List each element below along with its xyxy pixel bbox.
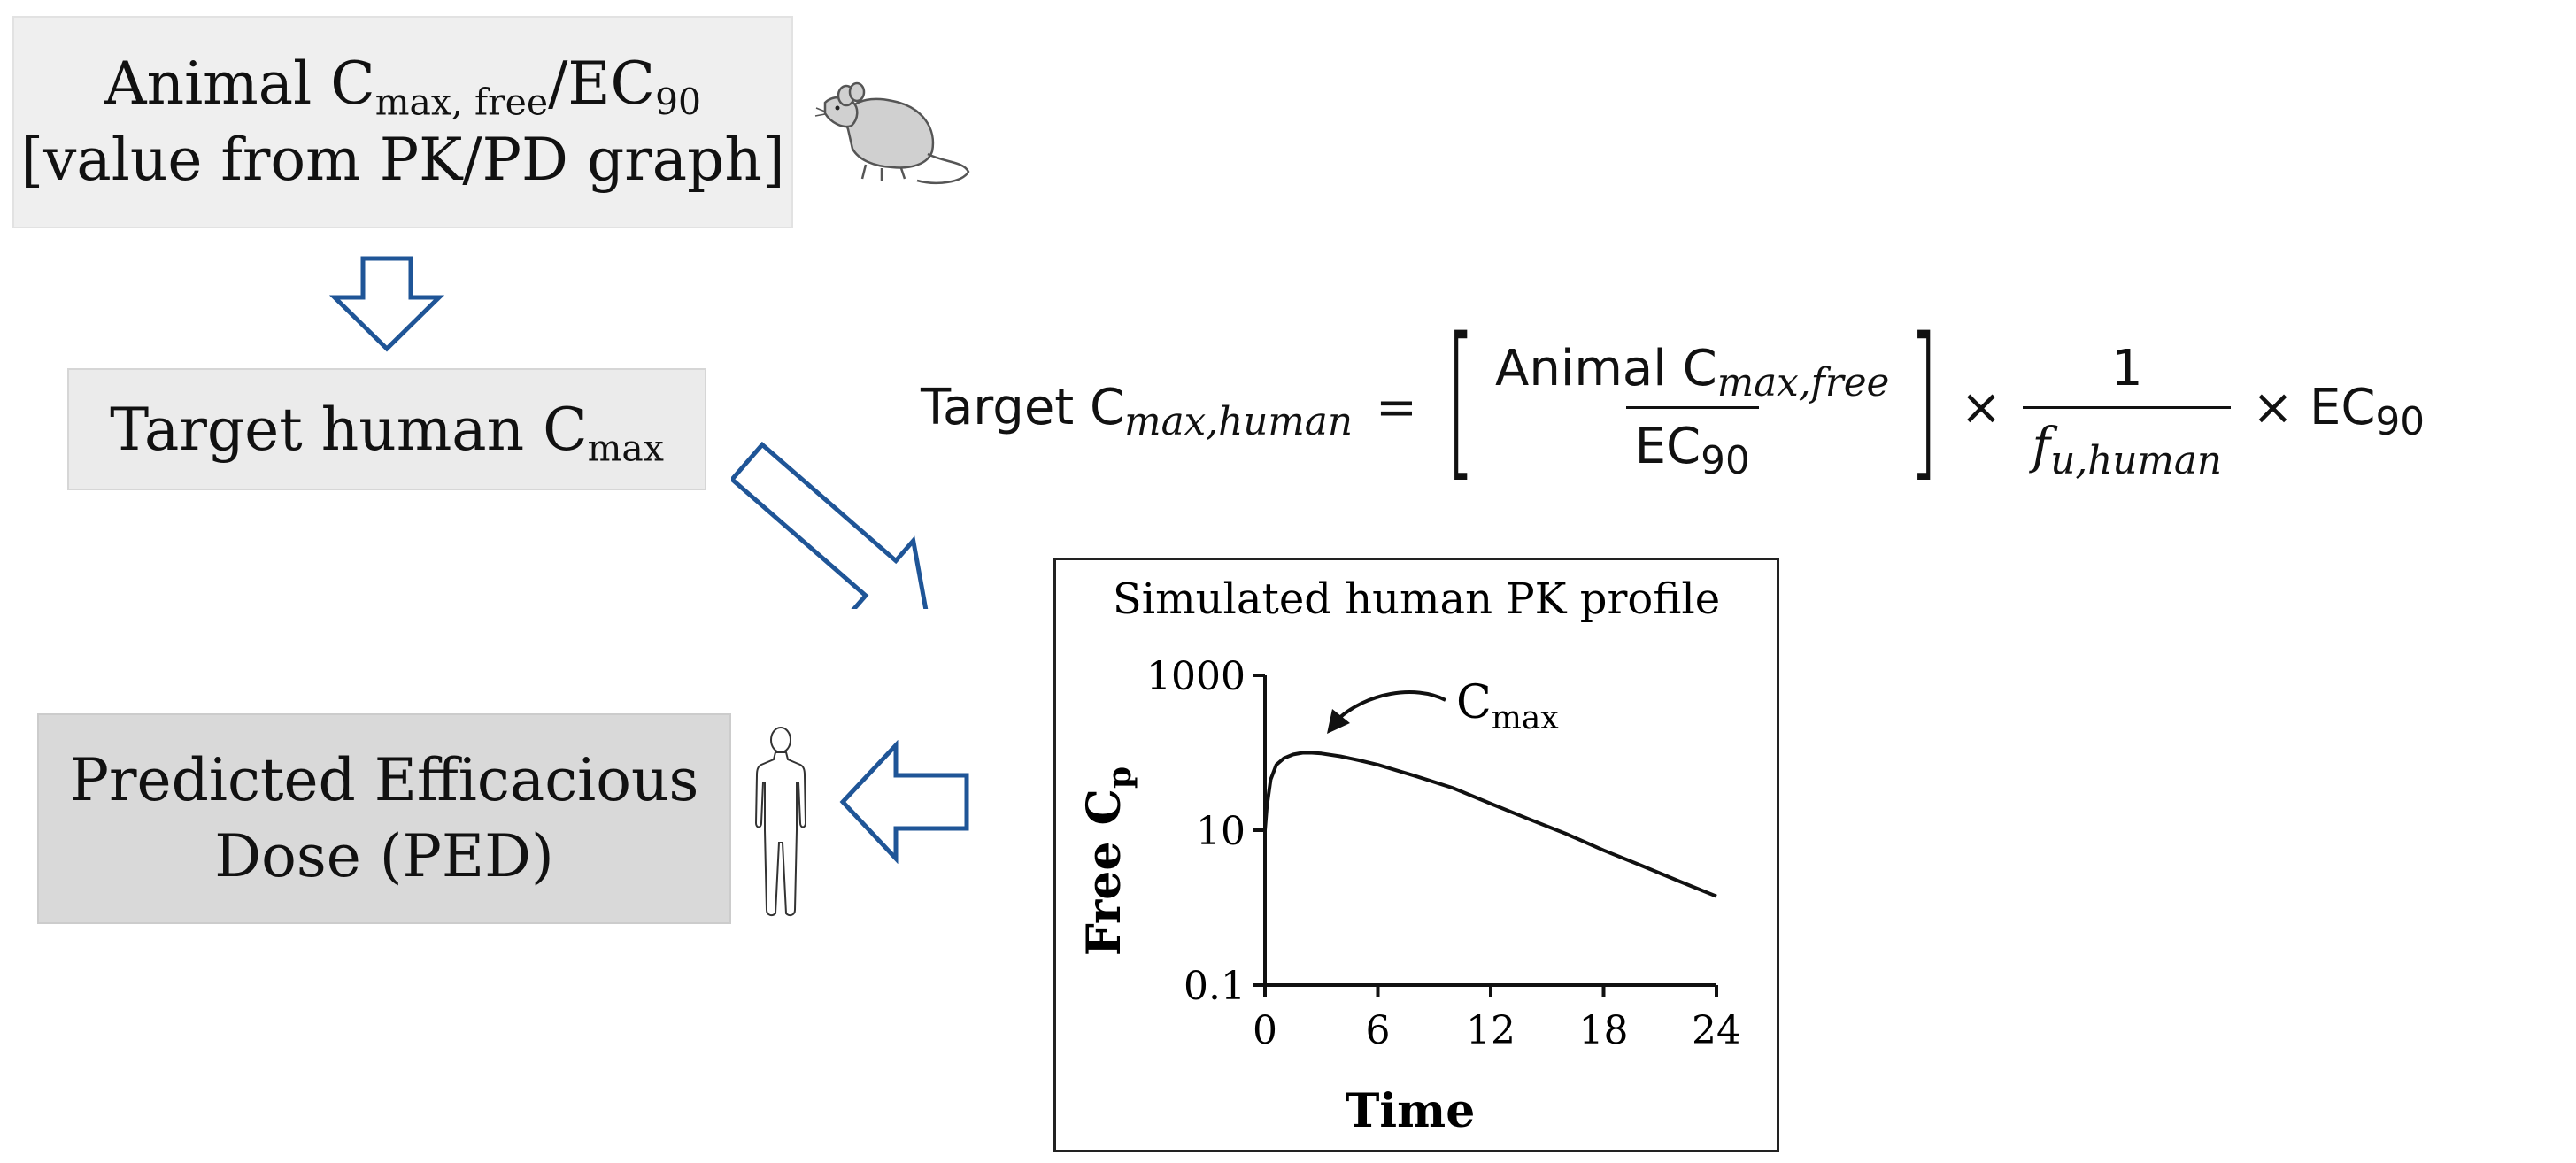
formula-lhs-prefix: Target C <box>921 378 1125 436</box>
animal-ratio-prefix: Animal C <box>104 50 375 119</box>
x-axis-label: Time <box>1346 1084 1476 1138</box>
formula-den2: fu,human <box>2023 405 2232 480</box>
animal-ratio-line1: Animal Cmax, free/EC90 <box>104 46 701 122</box>
pk-profile-chart-frame: Simulated human PK profile 0.1 10 1000 0 6 12… <box>1053 558 1779 1152</box>
formula-lhs-sub: max,human <box>1124 398 1353 444</box>
x-tick-label: 6 <box>1366 1008 1391 1053</box>
formula-num1-prefix: Animal C <box>1495 339 1717 397</box>
cmax-label-sub: max <box>1492 700 1559 736</box>
y-axis-label-sub: p <box>1101 766 1138 789</box>
ped-box: Predicted Efficacious Dose (PED) <box>37 713 731 924</box>
target-cmax-formula: Target Cmax,human = [ Animal Cmax,free E… <box>921 302 2567 497</box>
formula-fraction-2: 1 fu,human <box>2023 339 2232 480</box>
formula-den2-sub: u,human <box>2050 437 2223 483</box>
animal-ratio-sub: max, free <box>374 81 549 124</box>
right-bracket: ] <box>1909 302 1940 497</box>
y-tick-label: 0.1 <box>1184 964 1246 1009</box>
left-bracket: [ <box>1446 302 1476 497</box>
formula-equals: = <box>1375 378 1417 436</box>
formula-den1: EC90 <box>1625 405 1759 480</box>
animal-ratio-sub2: 90 <box>655 81 702 124</box>
chart-title: Simulated human PK profile <box>1113 574 1720 624</box>
arrow-left-icon <box>839 740 969 864</box>
x-tick-label: 0 <box>1253 1008 1277 1053</box>
formula-den1-sub: 90 <box>1701 437 1750 483</box>
formula-lhs: Target Cmax,human <box>921 378 1353 442</box>
y-tick-label: 10 <box>1196 809 1246 854</box>
y-tick-label: 1000 <box>1146 654 1246 699</box>
ped-line2: Dose (PED) <box>214 822 554 890</box>
x-tick-label: 18 <box>1579 1008 1629 1053</box>
mouse-icon <box>814 81 970 184</box>
animal-ratio-line2: [value from PK/PD graph] <box>20 126 785 194</box>
ped-line1: Predicted Efficacious <box>69 746 699 815</box>
x-tick-label: 24 <box>1692 1008 1741 1053</box>
target-human-text: Target human C <box>110 395 588 464</box>
formula-times-1: × <box>1960 378 2002 436</box>
formula-tail-prefix: EC <box>2309 378 2376 436</box>
target-human-box: Target human Cmax <box>67 368 706 490</box>
y-axis-label-prefix: Free C <box>1077 789 1131 956</box>
human-figure-icon <box>754 727 807 917</box>
formula-num1: Animal Cmax,free <box>1486 340 1898 406</box>
formula-times-2: × <box>2252 378 2294 436</box>
cmax-label-prefix: C <box>1456 676 1492 729</box>
formula-fraction-1: Animal Cmax,free EC90 <box>1486 340 1898 481</box>
formula-num1-sub: max,free <box>1716 359 1890 405</box>
target-human-sub: max <box>587 426 664 469</box>
pk-curve-line <box>1263 751 1717 898</box>
formula-tail: EC90 <box>2309 378 2425 442</box>
formula-num2: 1 <box>2110 339 2143 397</box>
formula-tail-sub: 90 <box>2375 398 2426 444</box>
y-axis-label: Free Cp <box>1077 766 1138 956</box>
cmax-annotation-arrow <box>1336 690 1446 721</box>
cmax-annotation: Cmax <box>1327 676 1559 736</box>
animal-ratio-box: Animal Cmax, free/EC90 [value from PK/PD… <box>12 16 793 228</box>
cmax-label: Cmax <box>1456 676 1559 736</box>
target-human-label: Target human Cmax <box>110 395 664 466</box>
animal-ratio-mid: /EC <box>548 50 656 119</box>
arrow-diagonal-icon <box>731 441 930 609</box>
arrow-down-icon <box>329 256 444 352</box>
formula-den2-prefix: f <box>2032 417 2051 475</box>
x-tick-label: 12 <box>1466 1008 1516 1053</box>
cmax-arrowhead-icon <box>1327 709 1350 734</box>
formula-den1-prefix: EC <box>1634 417 1701 475</box>
pk-profile-chart: Simulated human PK profile 0.1 10 1000 0 6 12… <box>1077 574 1741 1138</box>
